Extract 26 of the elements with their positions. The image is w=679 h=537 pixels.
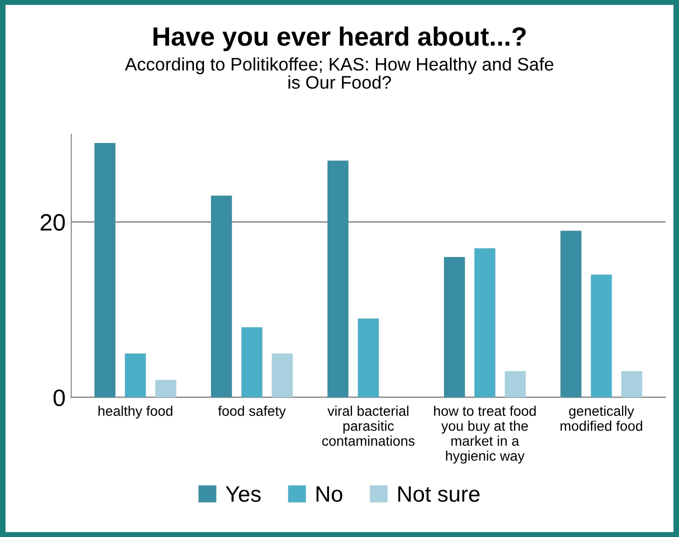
bar [210, 196, 232, 398]
x-tick-label: genetically modified food [560, 406, 642, 431]
y-tick-label: 20 [40, 214, 65, 231]
bar [474, 248, 496, 398]
bar [444, 257, 465, 398]
bar [94, 143, 116, 398]
bar [504, 371, 526, 398]
legend-label: Not sure [398, 486, 480, 502]
y-tick-label: 0 [54, 389, 65, 406]
x-tick-label: healthy food [98, 406, 172, 419]
bar [124, 354, 146, 398]
bar [327, 160, 348, 398]
legend-label: Yes [226, 486, 261, 502]
bar [560, 230, 582, 398]
chart-title: Have you ever heard about...? [154, 26, 526, 52]
bar [155, 380, 176, 398]
bar [590, 274, 612, 398]
x-tick-label: food safety [218, 406, 286, 419]
x-tick-label: how to treat food you buy at the market in a hygienic way [434, 406, 536, 464]
bar [272, 354, 293, 398]
x-tick-label: viral bacterial parasitic contaminations [322, 406, 415, 446]
bar [241, 327, 262, 398]
bar [358, 318, 379, 398]
chart-subtitle: According to Politikoffee; KAS: How Healthy and Safe is Our Food? [124, 57, 554, 89]
legend-label: No [316, 486, 342, 502]
bar [621, 371, 642, 398]
